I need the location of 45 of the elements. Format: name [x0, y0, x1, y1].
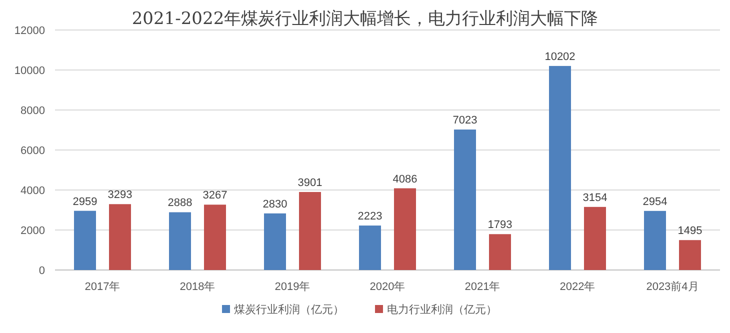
x-tick-label: 2017年 [84, 281, 120, 293]
x-tick-label: 2020年 [370, 281, 406, 293]
y-tick-label: 0 [38, 265, 45, 277]
x-tick-label: 2023前4月 [646, 281, 699, 293]
bar [359, 226, 381, 270]
data-label: 3293 [108, 189, 132, 202]
bar [394, 188, 416, 270]
x-tick-label: 2022年 [560, 281, 596, 293]
bar [584, 206, 606, 270]
bar [299, 192, 321, 270]
data-label: 2888 [168, 197, 192, 210]
bar [679, 240, 701, 270]
data-label: 3154 [582, 192, 608, 204]
bar [109, 204, 131, 270]
bar [454, 130, 476, 270]
y-tick-label: 10000 [14, 65, 45, 77]
y-tick-label: 6000 [20, 145, 45, 157]
x-tick-label: 2018年 [180, 281, 216, 293]
data-label: 3267 [202, 190, 228, 202]
data-label: 1793 [488, 219, 512, 232]
data-label: 1495 [678, 225, 702, 238]
bar [644, 210, 666, 270]
y-tick-label: 4000 [20, 185, 45, 197]
x-tick-label: 2019年 [274, 281, 310, 293]
bar [74, 210, 96, 270]
data-label: 2959 [72, 196, 98, 208]
data-label: 2223 [358, 210, 382, 223]
legend-label: 电力行业利润（亿元） [387, 303, 497, 316]
data-label: 4086 [392, 173, 418, 186]
legend-label: 煤炭行业利润（亿元） [234, 303, 344, 316]
chart-title: 2021-2022年煤炭行业利润大幅增长，电力行业利润大幅下降 [132, 9, 598, 29]
data-label: 2830 [262, 198, 288, 210]
bar [204, 204, 226, 270]
data-label: 7023 [452, 114, 478, 127]
data-label: 10202 [544, 50, 576, 63]
data-label: 3901 [298, 176, 322, 189]
y-tick-label: 8000 [20, 105, 45, 117]
bar [489, 234, 511, 270]
data-label: 2954 [642, 196, 668, 208]
bar [549, 66, 571, 270]
y-tick-label: 2000 [20, 225, 45, 237]
y-tick-label: 12000 [14, 25, 45, 37]
bar [169, 212, 191, 270]
bar [264, 213, 286, 270]
x-tick-label: 2021年 [464, 281, 500, 293]
